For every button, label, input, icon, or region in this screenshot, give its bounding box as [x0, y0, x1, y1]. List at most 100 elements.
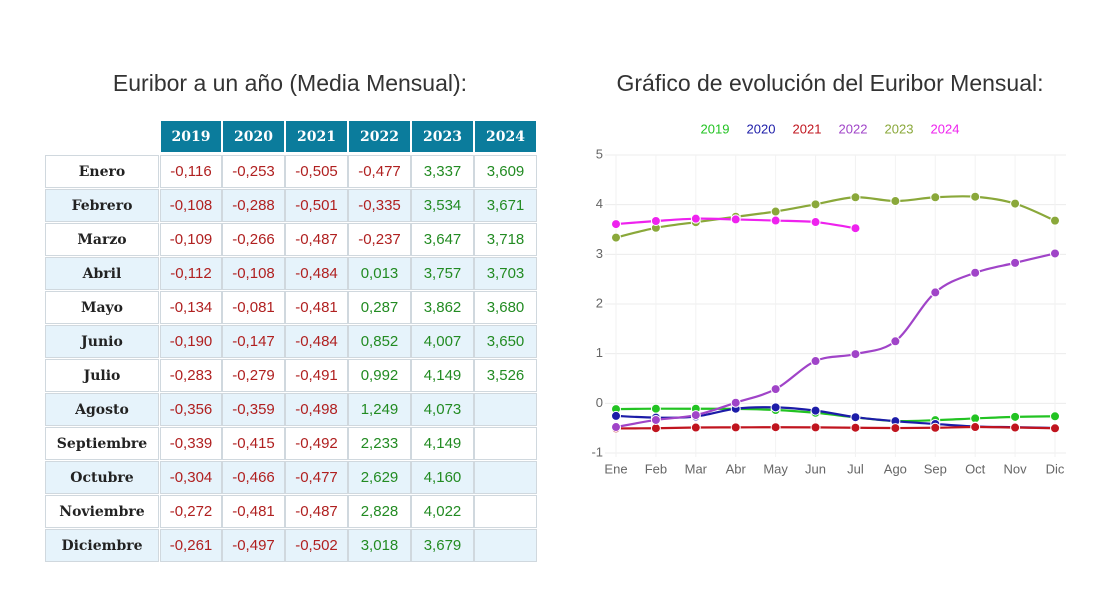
table-cell: -0,498	[285, 393, 348, 426]
table-cell: 3,647	[411, 223, 474, 256]
legend-entry: 2023	[885, 121, 914, 136]
row-label: Abril	[45, 257, 159, 290]
table-cell: 3,680	[474, 291, 537, 324]
table-cell: -0,356	[160, 393, 222, 426]
table-cell: -0,116	[160, 155, 222, 188]
table-cell: -0,109	[160, 223, 222, 256]
table-cell: 2,233	[348, 427, 411, 460]
y-tick-label: 1	[596, 345, 603, 360]
table-cell: -0,108	[222, 257, 285, 290]
x-tick-label: Ago	[884, 461, 907, 476]
data-point	[650, 403, 661, 414]
column-header: 2023	[411, 120, 474, 153]
y-tick-label: 2	[596, 295, 603, 310]
table-cell	[474, 495, 537, 528]
table-cell	[474, 461, 537, 494]
data-point	[1050, 411, 1060, 422]
data-point	[770, 206, 781, 217]
table-cell: -0,266	[222, 223, 285, 256]
column-header: 2020	[222, 120, 285, 153]
x-tick-label: Sep	[924, 461, 947, 476]
data-point	[810, 405, 821, 416]
table-cell: 0,013	[348, 257, 411, 290]
table-cell: -0,502	[285, 529, 348, 562]
table-cell: -0,108	[160, 189, 222, 222]
row-label: Enero	[45, 155, 159, 188]
data-point	[690, 410, 701, 421]
row-label: Septiembre	[45, 427, 159, 460]
row-label: Agosto	[45, 393, 159, 426]
table-cell: -0,492	[285, 427, 348, 460]
chart-title: Gráfico de evolución del Euribor Mensual…	[616, 70, 1044, 96]
table-cell: -0,484	[285, 257, 348, 290]
table-cell: 0,992	[348, 359, 411, 392]
series-line	[615, 195, 1056, 239]
x-tick-label: Dic	[1046, 461, 1065, 476]
table-cell: 3,703	[474, 257, 537, 290]
data-point	[770, 215, 781, 226]
table-cell: -0,134	[160, 291, 222, 324]
data-point	[650, 423, 661, 434]
data-point	[890, 423, 901, 434]
data-point	[850, 412, 861, 423]
table-cell: 3,650	[474, 325, 537, 358]
table-cell: 4,160	[411, 461, 474, 494]
table-cell	[474, 529, 537, 562]
table-cell: -0,112	[160, 257, 222, 290]
data-point	[810, 217, 821, 228]
row-label: Noviembre	[45, 495, 159, 528]
table-cell: 3,609	[474, 155, 537, 188]
table-cell: 0,287	[348, 291, 411, 324]
column-header: 2022	[348, 120, 411, 153]
table-cell: 2,629	[348, 461, 411, 494]
x-tick-label: May	[763, 461, 788, 476]
data-point	[810, 199, 821, 210]
x-tick-label: Abr	[726, 461, 747, 476]
data-point	[850, 192, 861, 203]
data-point	[1010, 257, 1021, 268]
legend-entry: 2022	[839, 121, 868, 136]
table-cell: -0,283	[160, 359, 222, 392]
table-cell: 4,007	[411, 325, 474, 358]
table-cell: 0,852	[348, 325, 411, 358]
table-cell	[474, 393, 537, 426]
data-point	[650, 216, 661, 227]
table-cell: -0,335	[348, 189, 411, 222]
table-cell: 3,679	[411, 529, 474, 562]
row-label: Julio	[45, 359, 159, 392]
y-tick-label: 3	[596, 246, 603, 261]
table-cell: 3,337	[411, 155, 474, 188]
table-title: Euribor a un año (Media Mensual):	[112, 70, 468, 96]
data-point	[850, 422, 861, 433]
data-point	[1050, 423, 1060, 434]
table-cell: 3,718	[474, 223, 537, 256]
data-point	[730, 214, 741, 225]
table-cell: -0,481	[285, 291, 348, 324]
data-point	[930, 422, 941, 433]
data-point	[930, 287, 941, 298]
table-cell: 2,828	[348, 495, 411, 528]
table-cell: -0,505	[285, 155, 348, 188]
table-cell: 3,018	[348, 529, 411, 562]
table-cell: -0,237	[348, 223, 411, 256]
table-cell: 3,534	[411, 189, 474, 222]
table-cell: -0,304	[160, 461, 222, 494]
x-tick-label: Nov	[1004, 461, 1028, 476]
row-label: Febrero	[45, 189, 159, 222]
data-point	[650, 414, 661, 425]
data-point	[810, 356, 821, 367]
y-tick-label: 4	[596, 196, 603, 211]
data-point	[810, 422, 821, 433]
x-tick-label: Jun	[805, 461, 826, 476]
table-cell: -0,261	[160, 529, 222, 562]
x-tick-label: Mar	[685, 461, 708, 476]
data-point	[611, 232, 621, 243]
column-header: 2024	[474, 120, 537, 153]
table-cell: -0,484	[285, 325, 348, 358]
table-cell: -0,415	[222, 427, 285, 460]
data-point	[611, 410, 621, 421]
table-cell: -0,190	[160, 325, 222, 358]
series-line	[615, 425, 1056, 430]
